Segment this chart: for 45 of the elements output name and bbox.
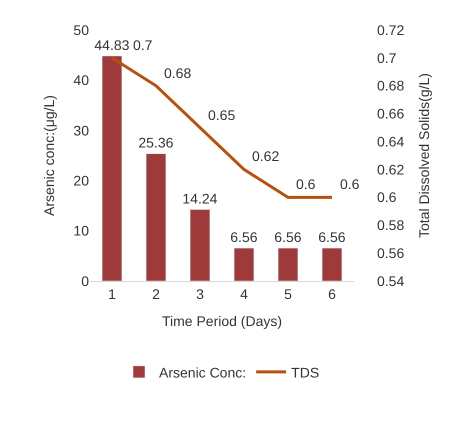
y-axis-title: Arsenic conc:(μg/L): [41, 95, 58, 216]
y-tick-label: 0: [81, 272, 90, 289]
data-label: 14.24: [182, 190, 218, 207]
bar: [234, 248, 254, 281]
data-label: 0.6: [340, 176, 360, 192]
x-tick-label: 1: [108, 286, 116, 302]
y2-tick-label: 0.66: [377, 106, 404, 122]
x-tick-label: 6: [328, 286, 336, 302]
y2-axis-title: Total Dissolved Solids(g/L): [416, 73, 432, 238]
y2-tick-label: 0.72: [377, 22, 404, 38]
legend-label: Arsenic Conc:: [159, 364, 246, 380]
y2-tick-label: 0.62: [377, 161, 404, 178]
data-label: 6.56: [230, 229, 258, 246]
data-label: 0.7: [133, 37, 153, 53]
data-label: 6.56: [274, 229, 302, 246]
y2-tick-label: 0.58: [377, 217, 404, 234]
y-tick-label: 30: [73, 122, 90, 138]
y-tick-label: 10: [73, 222, 90, 239]
bar: [278, 248, 298, 281]
y2-tick-label: 0.64: [377, 133, 404, 150]
data-label: 0.68: [164, 65, 192, 81]
y2-tick-label: 0.56: [377, 245, 404, 262]
y-tick-label: 50: [73, 22, 90, 38]
bar: [146, 153, 166, 281]
data-label: 0.6: [296, 176, 316, 192]
legend-label: TDS: [291, 364, 320, 380]
x-tick-label: 3: [196, 286, 204, 302]
data-label: 44.83: [94, 36, 130, 53]
y2-tick-label: 0.7: [377, 50, 397, 66]
data-label: 0.62: [252, 148, 280, 164]
bar: [102, 56, 122, 281]
bar: [190, 209, 210, 281]
x-tick-label: 2: [152, 286, 160, 302]
bar: [322, 248, 342, 281]
y2-tick-label: 0.54: [377, 272, 404, 289]
y-tick-label: 40: [73, 72, 90, 88]
data-label: 6.56: [318, 229, 346, 246]
x-axis-title: Time Period (Days): [162, 313, 282, 330]
x-tick-label: 5: [284, 286, 292, 302]
data-label: 25.36: [138, 134, 174, 151]
y2-tick-label: 0.6: [377, 189, 397, 206]
data-label: 0.65: [208, 107, 236, 123]
y-tick-label: 20: [73, 172, 90, 188]
y2-tick-label: 0.68: [377, 78, 404, 94]
x-tick-label: 4: [240, 286, 248, 302]
